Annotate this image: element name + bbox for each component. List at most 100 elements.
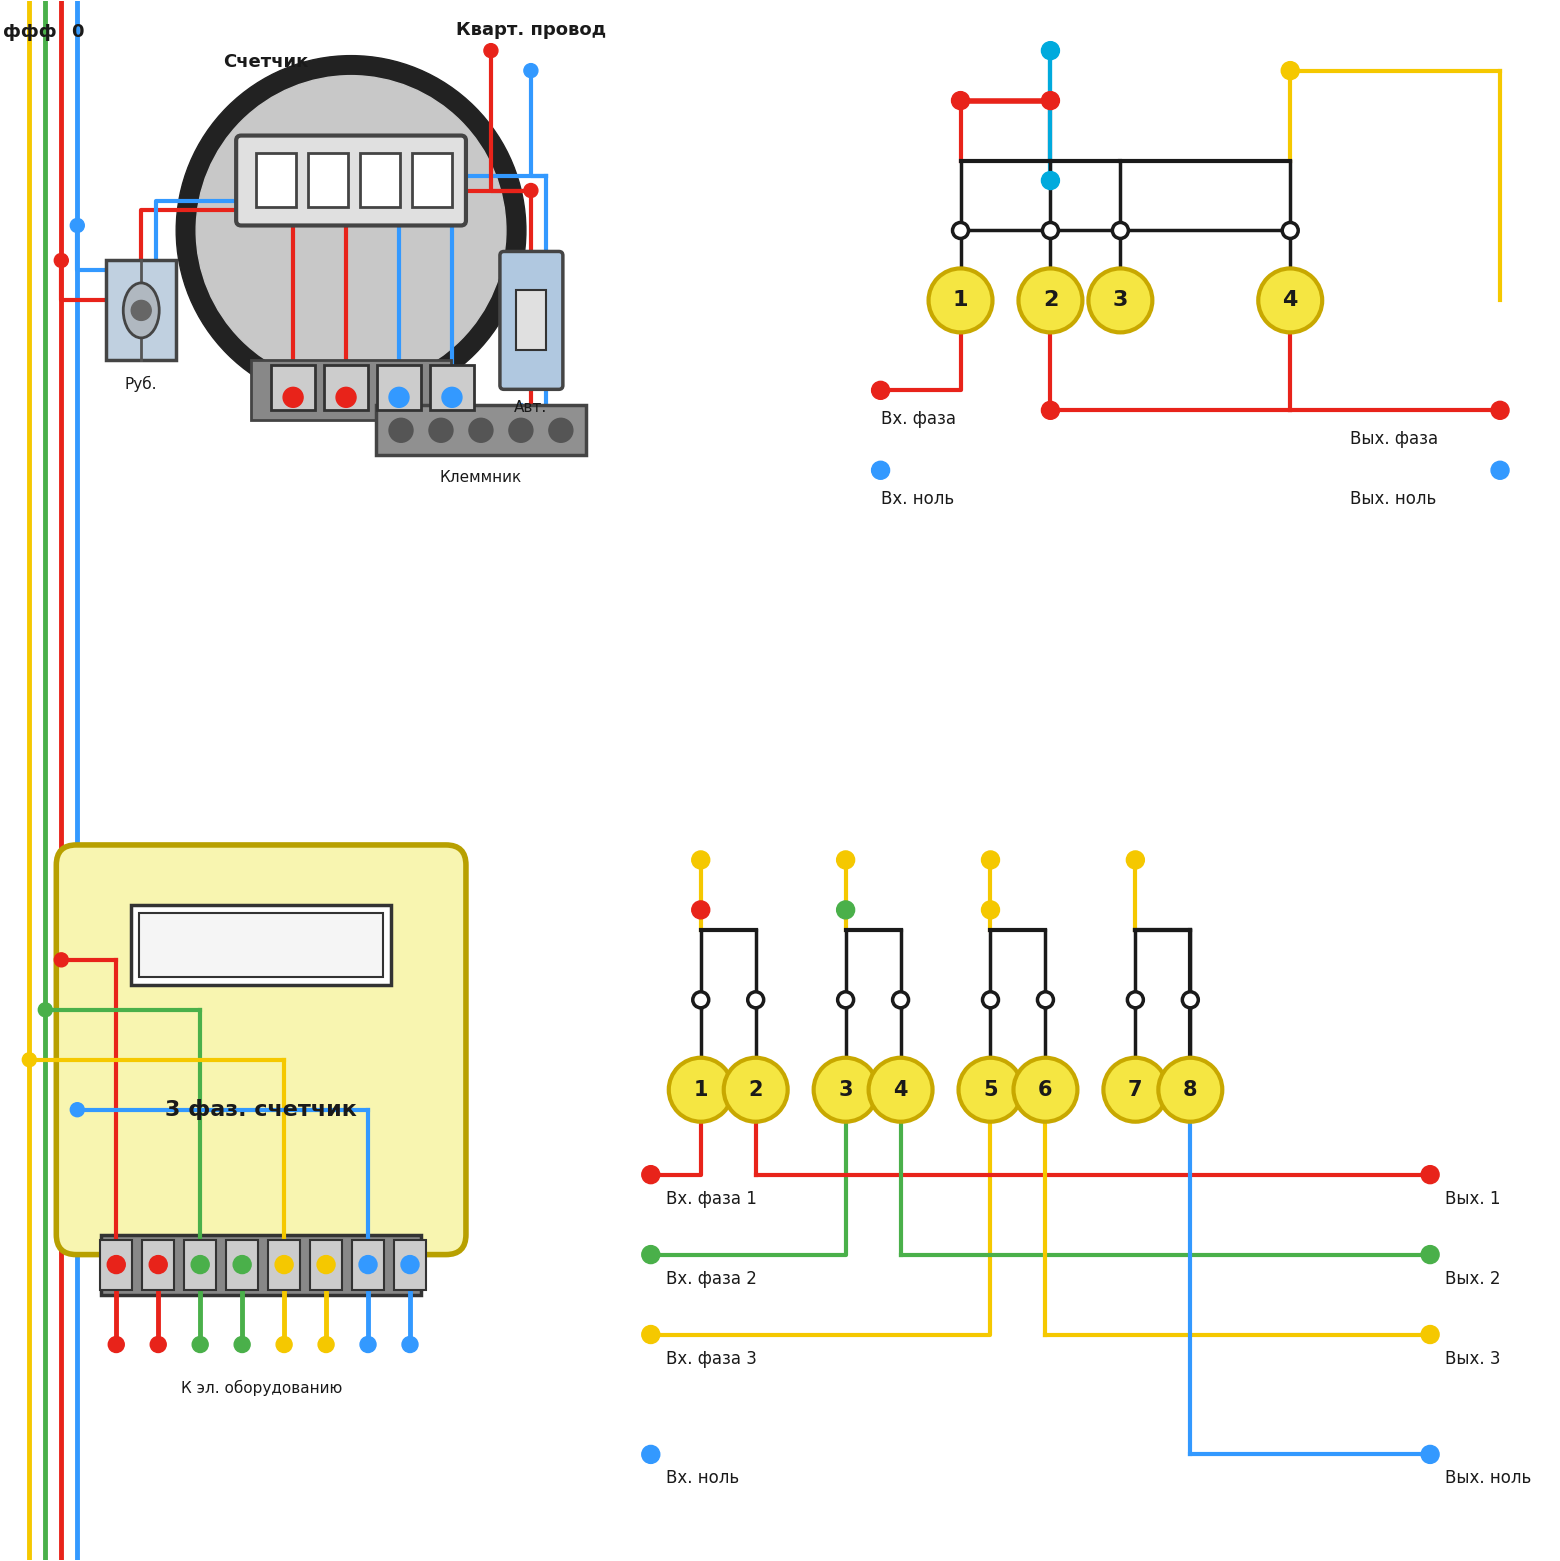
Text: К эл. оборудованию: К эл. оборудованию	[181, 1380, 342, 1396]
Ellipse shape	[123, 283, 159, 337]
Bar	[139, 913, 384, 977]
Circle shape	[1042, 172, 1059, 189]
Circle shape	[872, 462, 889, 479]
Text: Клеммник: Клеммник	[440, 470, 523, 485]
Circle shape	[952, 92, 969, 109]
Bar	[271, 365, 315, 411]
Circle shape	[836, 901, 855, 919]
Circle shape	[234, 1336, 250, 1352]
Text: Кварт. провод: Кварт. провод	[456, 20, 605, 39]
Circle shape	[1281, 61, 1299, 80]
Circle shape	[108, 1255, 125, 1274]
Circle shape	[1042, 401, 1059, 420]
Circle shape	[335, 387, 356, 407]
Bar	[516, 290, 546, 350]
Circle shape	[232, 1255, 251, 1274]
Circle shape	[872, 381, 889, 400]
Circle shape	[388, 418, 413, 442]
Circle shape	[1042, 92, 1059, 109]
Text: 1: 1	[953, 290, 969, 311]
Circle shape	[388, 387, 409, 407]
Circle shape	[953, 223, 969, 239]
Bar	[353, 1239, 384, 1289]
Circle shape	[470, 418, 493, 442]
Circle shape	[276, 1336, 292, 1352]
Circle shape	[641, 1325, 660, 1344]
Circle shape	[838, 991, 853, 1008]
Text: 2: 2	[749, 1080, 763, 1101]
Text: 1: 1	[694, 1080, 708, 1101]
Circle shape	[1421, 1325, 1440, 1344]
Circle shape	[1259, 268, 1323, 332]
Circle shape	[641, 1246, 660, 1263]
Circle shape	[814, 1058, 878, 1122]
Bar	[100, 1239, 133, 1289]
Bar	[268, 1239, 300, 1289]
Text: 2: 2	[1042, 290, 1058, 311]
Circle shape	[724, 1058, 788, 1122]
Text: 3: 3	[838, 1080, 853, 1101]
Circle shape	[1042, 223, 1058, 239]
Bar	[431, 365, 474, 411]
Bar	[395, 1239, 426, 1289]
Text: Вх. ноль: Вх. ноль	[666, 1469, 739, 1488]
Text: 4: 4	[1282, 290, 1298, 311]
FancyBboxPatch shape	[236, 136, 466, 225]
Text: Вых. фаза: Вых. фаза	[1351, 431, 1438, 448]
Circle shape	[39, 1002, 53, 1016]
Circle shape	[1126, 851, 1145, 869]
Circle shape	[1491, 401, 1509, 420]
Text: Вых. ноль: Вых. ноль	[1445, 1469, 1532, 1488]
Circle shape	[484, 44, 498, 58]
Circle shape	[441, 387, 462, 407]
Text: 3: 3	[1112, 290, 1128, 311]
Circle shape	[981, 901, 1000, 919]
Circle shape	[55, 952, 69, 966]
Circle shape	[1037, 991, 1053, 1008]
Bar	[378, 365, 421, 411]
Circle shape	[549, 418, 573, 442]
Text: ффф: ффф	[3, 23, 56, 41]
Circle shape	[429, 418, 452, 442]
Text: Счетчик: Счетчик	[223, 53, 309, 70]
Circle shape	[1421, 1166, 1440, 1183]
Bar	[142, 1239, 175, 1289]
Circle shape	[131, 300, 151, 320]
Circle shape	[1019, 268, 1083, 332]
Circle shape	[509, 418, 534, 442]
Text: 4: 4	[894, 1080, 908, 1101]
Circle shape	[1159, 1058, 1223, 1122]
Circle shape	[1282, 223, 1298, 239]
Circle shape	[958, 1058, 1022, 1122]
Text: 5: 5	[983, 1080, 998, 1101]
Circle shape	[192, 1255, 209, 1274]
Circle shape	[318, 1336, 334, 1352]
Circle shape	[524, 184, 538, 198]
Bar	[412, 153, 452, 208]
Text: Авт.: Авт.	[515, 400, 548, 415]
Text: Вых. 2: Вых. 2	[1445, 1269, 1501, 1288]
Circle shape	[691, 851, 710, 869]
Bar	[101, 1235, 421, 1294]
Circle shape	[981, 851, 1000, 869]
Text: 6: 6	[1039, 1080, 1053, 1101]
Circle shape	[869, 1058, 933, 1122]
Circle shape	[1421, 1445, 1440, 1463]
Circle shape	[197, 75, 505, 386]
Text: 0: 0	[72, 23, 84, 41]
Text: Вых. 3: Вых. 3	[1445, 1350, 1501, 1367]
Circle shape	[892, 991, 908, 1008]
Circle shape	[1491, 462, 1509, 479]
Bar	[376, 406, 587, 456]
Circle shape	[275, 1255, 293, 1274]
Text: Вх. фаза: Вх. фаза	[880, 411, 956, 428]
Circle shape	[693, 991, 708, 1008]
Bar	[324, 365, 368, 411]
Circle shape	[192, 1336, 207, 1352]
Bar	[256, 153, 296, 208]
Circle shape	[1112, 223, 1128, 239]
Text: Руб.: Руб.	[125, 375, 158, 392]
Circle shape	[747, 991, 764, 1008]
Text: Вых. 1: Вых. 1	[1445, 1189, 1501, 1208]
Circle shape	[176, 56, 526, 406]
